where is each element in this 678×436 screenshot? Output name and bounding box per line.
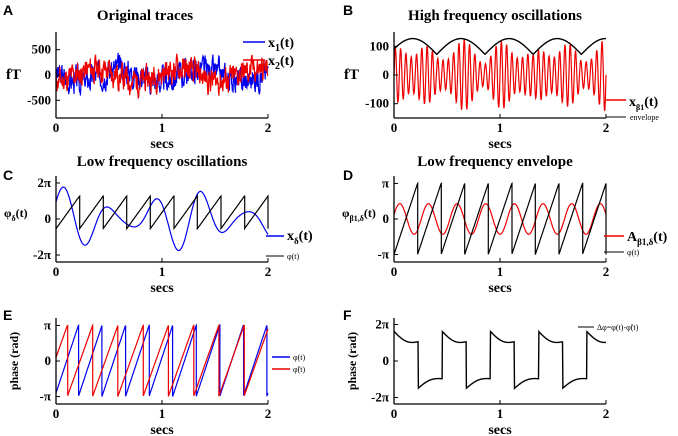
legend-label: xδ(t): [287, 229, 313, 246]
legend-label: φ(t): [293, 353, 306, 362]
y-tick-label: 100: [370, 38, 390, 53]
y-tick-label: -2π: [33, 247, 51, 262]
legend-label: xβ1(t): [629, 95, 659, 112]
y-tick-label: -100: [365, 96, 389, 111]
y-tick-label: 0: [383, 211, 390, 226]
series-line-envelope-1: [393, 37, 606, 56]
series-line-t-1: [55, 193, 269, 231]
panel-letter: A: [3, 2, 13, 18]
x-tick-label: 0: [53, 264, 60, 279]
legend-label: φ̃(t): [293, 365, 306, 374]
y-axis-label: phase (rad): [7, 332, 21, 390]
series-line-tt-0: [393, 329, 606, 390]
panel-letter: E: [3, 307, 12, 323]
y-tick-label: -π: [378, 247, 389, 262]
x-tick-label: 0: [391, 120, 398, 135]
chart-title: High frequency oscillations: [408, 8, 582, 24]
series-line-x-0: [55, 186, 269, 252]
panel-letter: D: [343, 167, 353, 183]
x-axis-label: secs: [488, 423, 512, 436]
y-tick-label: 2π: [375, 316, 389, 331]
x-tick-label: 1: [159, 264, 166, 279]
x-tick-label: 0: [53, 406, 60, 421]
series-line-x-0: [393, 39, 607, 112]
y-axis-label: fT: [6, 67, 21, 83]
legend-label: x2(t): [268, 54, 294, 72]
x-tick-label: 1: [159, 120, 166, 135]
x-tick-label: 1: [159, 406, 166, 421]
y-tick-label: 0: [383, 67, 390, 82]
panel-letter: B: [343, 2, 353, 18]
x-tick-label: 2: [603, 120, 610, 135]
legend-label: envelope: [630, 113, 659, 122]
y-tick-label: 0: [45, 67, 52, 82]
y-tick-label: 0: [45, 211, 52, 226]
panel-letter: C: [3, 167, 13, 183]
legend-label: Aβ1,δ(t): [627, 230, 668, 247]
chart-title: Original traces: [97, 8, 193, 24]
y-tick-label: -500: [27, 92, 51, 107]
x-tick-label: 2: [603, 406, 610, 421]
legend-label: x1(t): [268, 36, 294, 54]
y-axis-label: φδ(t): [4, 206, 28, 223]
x-tick-label: 2: [603, 264, 610, 279]
chart-title: Low frequency oscillations: [77, 154, 248, 170]
x-axis-label: secs: [150, 137, 174, 152]
y-tick-label: -π: [40, 389, 51, 404]
series-line-t-0: [55, 323, 269, 397]
x-tick-label: 1: [497, 120, 504, 135]
legend-label: Δφ=φ(t)-φ̃(t): [597, 323, 639, 332]
y-tick-label: 0: [383, 353, 390, 368]
y-tick-label: π: [382, 175, 389, 190]
x-tick-label: 0: [53, 120, 60, 135]
legend-label: φ(t): [627, 248, 640, 257]
x-tick-label: 2: [265, 264, 272, 279]
x-tick-label: 0: [391, 406, 398, 421]
x-tick-label: 2: [265, 120, 272, 135]
x-tick-label: 2: [265, 406, 272, 421]
x-tick-label: 1: [497, 264, 504, 279]
series-line-a-0: [393, 203, 607, 235]
y-tick-label: 2π: [37, 175, 51, 190]
y-tick-label: 0: [45, 353, 52, 368]
y-axis-label: fT: [344, 67, 359, 83]
y-axis-label: φβ1,δ(t): [342, 206, 376, 223]
x-axis-label: secs: [488, 281, 512, 296]
x-tick-label: 0: [391, 264, 398, 279]
x-tick-label: 1: [497, 406, 504, 421]
y-axis-label: phase (rad): [345, 332, 359, 390]
series-line-x-1: [55, 53, 269, 99]
series-line-t-1: [393, 181, 607, 255]
x-axis-label: secs: [150, 423, 174, 436]
series-line-t-1: [55, 323, 269, 397]
y-tick-label: 500: [32, 42, 52, 57]
x-axis-label: secs: [150, 281, 174, 296]
panel-letter: F: [343, 307, 352, 323]
x-axis-label: secs: [488, 137, 512, 152]
chart-title: Low frequency envelope: [417, 154, 573, 170]
y-tick-label: -2π: [371, 390, 389, 405]
y-tick-label: π: [44, 317, 51, 332]
legend-label: φ(t): [287, 252, 300, 261]
